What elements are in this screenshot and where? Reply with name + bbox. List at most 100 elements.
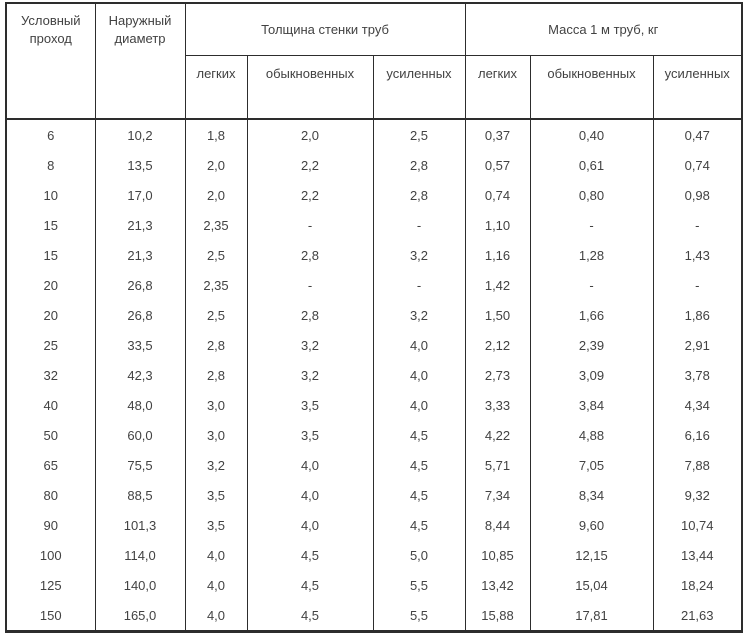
- table-cell: 26,8: [94, 270, 186, 300]
- table-cell: 75,5: [94, 450, 186, 480]
- table-cell: 20: [5, 270, 96, 300]
- table-cell: 3,5: [184, 510, 248, 540]
- table-cell: 32: [5, 360, 96, 390]
- subheader-thickness-reinforced: усиленных: [372, 55, 466, 120]
- table-cell: 4,0: [372, 360, 466, 390]
- table-cell: 50: [5, 420, 96, 450]
- table-cell: 13,44: [652, 540, 743, 570]
- table-cell: 6: [5, 119, 96, 150]
- header-conditional-pass: Условный проход: [5, 2, 96, 120]
- table-cell: 60,0: [94, 420, 186, 450]
- table-cell: 2,91: [652, 330, 743, 360]
- table-cell: 0,98: [652, 180, 743, 210]
- table-cell: 0,40: [529, 119, 654, 150]
- pipe-spec-table: Условный проход Наружный диаметр Толщина…: [5, 2, 743, 633]
- table-cell: 13,5: [94, 150, 186, 180]
- table-cell: 4,34: [652, 390, 743, 420]
- table-cell: 1,66: [529, 300, 654, 330]
- table-cell: 4,0: [184, 600, 248, 632]
- table-cell: 3,84: [529, 390, 654, 420]
- table-cell: 4,5: [372, 450, 466, 480]
- table-cell: 3,5: [246, 420, 374, 450]
- table-cell: 1,16: [464, 240, 531, 270]
- header-group-mass: Масса 1 м труб, кг: [464, 2, 743, 56]
- table-body: 6 10,2 1,8 2,0 2,5 0,37 0,40 0,47 8 13,5 2,0 2,2 2,8…: [5, 119, 743, 632]
- table-cell: 40: [5, 390, 96, 420]
- subheader-thickness-light: легких: [184, 55, 248, 120]
- table-cell: 2,5: [184, 300, 248, 330]
- table-row: 50 60,0 3,0 3,5 4,5 4,22 4,88 6,16: [5, 420, 743, 450]
- table-cell: -: [372, 270, 466, 300]
- table-cell: 17,0: [94, 180, 186, 210]
- table-cell: 125: [5, 570, 96, 600]
- table-row: 90 101,3 3,5 4,0 4,5 8,44 9,60 10,74: [5, 510, 743, 540]
- table-cell: 10,74: [652, 510, 743, 540]
- table-cell: -: [246, 210, 374, 240]
- subheader-mass-reinforced: усиленных: [652, 55, 743, 120]
- table-cell: 4,0: [246, 450, 374, 480]
- table-cell: 4,22: [464, 420, 531, 450]
- table-cell: 10,85: [464, 540, 531, 570]
- table-cell: 12,15: [529, 540, 654, 570]
- table-cell: 7,34: [464, 480, 531, 510]
- table-row: 65 75,5 3,2 4,0 4,5 5,71 7,05 7,88: [5, 450, 743, 480]
- table-row: 100 114,0 4,0 4,5 5,0 10,85 12,15 13,44: [5, 540, 743, 570]
- table-cell: 4,0: [184, 540, 248, 570]
- table-cell: 4,5: [372, 510, 466, 540]
- table-cell: 3,0: [184, 390, 248, 420]
- table-row: 40 48,0 3,0 3,5 4,0 3,33 3,84 4,34: [5, 390, 743, 420]
- table-row: 32 42,3 2,8 3,2 4,0 2,73 3,09 3,78: [5, 360, 743, 390]
- table-cell: 4,5: [246, 600, 374, 632]
- table-cell: -: [529, 270, 654, 300]
- table-cell: 33,5: [94, 330, 186, 360]
- subheader-thickness-ordinary: обыкновенных: [246, 55, 374, 120]
- subheader-mass-ordinary: обыкновенных: [529, 55, 654, 120]
- table-cell: 25: [5, 330, 96, 360]
- table-cell: 20: [5, 300, 96, 330]
- table-cell: 8: [5, 150, 96, 180]
- table-row: 125 140,0 4,0 4,5 5,5 13,42 15,04 18,24: [5, 570, 743, 600]
- table-cell: 2,73: [464, 360, 531, 390]
- table-cell: 150: [5, 600, 96, 632]
- table-cell: 2,2: [246, 180, 374, 210]
- table-cell: 100: [5, 540, 96, 570]
- table-cell: 2,8: [246, 300, 374, 330]
- table-cell: -: [529, 210, 654, 240]
- table-cell: 1,50: [464, 300, 531, 330]
- table-cell: 4,0: [372, 390, 466, 420]
- table-cell: 65: [5, 450, 96, 480]
- table-cell: 0,74: [464, 180, 531, 210]
- table-row: 150 165,0 4,0 4,5 5,5 15,88 17,81 21,63: [5, 600, 743, 632]
- header-row-groups: Условный проход Наружный диаметр Толщина…: [5, 2, 743, 120]
- table-cell: 1,43: [652, 240, 743, 270]
- table-cell: 4,0: [372, 330, 466, 360]
- table-cell: 4,0: [246, 480, 374, 510]
- table-cell: 4,88: [529, 420, 654, 450]
- table-cell: 26,8: [94, 300, 186, 330]
- table-cell: 48,0: [94, 390, 186, 420]
- header-outer-diameter: Наружный диаметр: [94, 2, 186, 120]
- subheader-mass-light: легких: [464, 55, 531, 120]
- table-cell: 2,35: [184, 210, 248, 240]
- table-cell: 3,09: [529, 360, 654, 390]
- table-cell: 0,80: [529, 180, 654, 210]
- table-cell: 9,60: [529, 510, 654, 540]
- table-cell: 2,5: [372, 119, 466, 150]
- table-cell: 4,0: [246, 510, 374, 540]
- table-cell: 90: [5, 510, 96, 540]
- table-cell: -: [652, 270, 743, 300]
- table-row: 15 21,3 2,35- -1,10- -: [5, 210, 743, 240]
- table-cell: 4,5: [246, 570, 374, 600]
- table-cell: 5,5: [372, 570, 466, 600]
- table-cell: 2,2: [246, 150, 374, 180]
- table-cell: 4,5: [372, 480, 466, 510]
- table-cell: 15: [5, 240, 96, 270]
- table-cell: 0,37: [464, 119, 531, 150]
- table-cell: 165,0: [94, 600, 186, 632]
- table-cell: 15,88: [464, 600, 531, 632]
- table-cell: 0,61: [529, 150, 654, 180]
- table-cell: 4,5: [246, 540, 374, 570]
- table-cell: 2,0: [246, 119, 374, 150]
- table-cell: 18,24: [652, 570, 743, 600]
- table-cell: 2,8: [184, 360, 248, 390]
